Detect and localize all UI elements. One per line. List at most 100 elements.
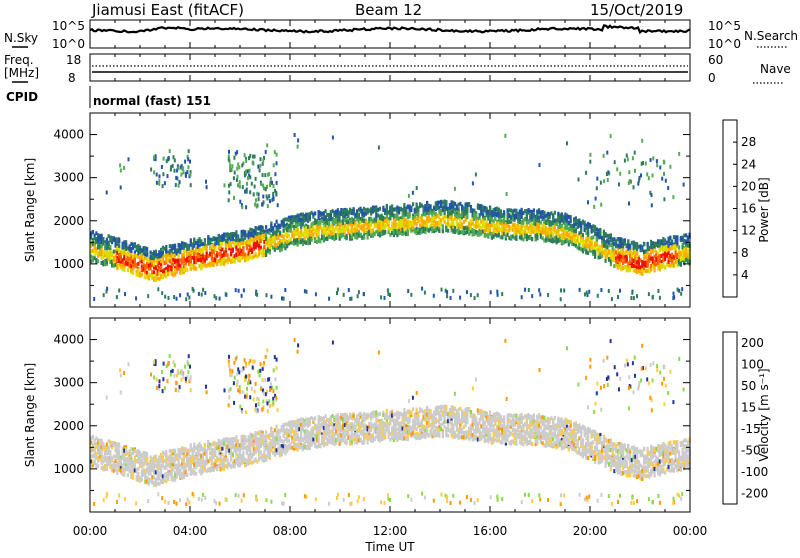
power-cell bbox=[228, 184, 230, 188]
power-cell bbox=[646, 172, 648, 176]
power-cell bbox=[343, 293, 345, 297]
power-cell bbox=[274, 172, 276, 176]
power-cell bbox=[636, 294, 638, 298]
power-cell bbox=[116, 295, 118, 299]
power-cell bbox=[603, 179, 605, 183]
power-cell bbox=[426, 223, 428, 227]
power-cell bbox=[192, 287, 194, 291]
power-cell bbox=[386, 204, 388, 208]
power-cell bbox=[195, 267, 197, 271]
power-cell bbox=[262, 173, 264, 177]
power-cell bbox=[162, 184, 164, 188]
power-cell bbox=[175, 176, 177, 180]
power-cell bbox=[92, 230, 94, 234]
power-cell bbox=[531, 237, 533, 241]
power-cell bbox=[236, 167, 238, 171]
power-cell bbox=[166, 159, 168, 163]
power-cell bbox=[363, 292, 365, 296]
power-cell bbox=[656, 159, 658, 163]
nsearch-label: N.Search bbox=[744, 29, 798, 43]
power-cell bbox=[477, 220, 479, 224]
freq-label-line2: [MHz] bbox=[4, 66, 39, 80]
power-cell bbox=[252, 161, 254, 165]
power-cell bbox=[266, 143, 268, 147]
power-cell bbox=[521, 295, 523, 299]
power-cell bbox=[472, 181, 474, 185]
power-cell bbox=[380, 295, 382, 299]
power-cell bbox=[618, 182, 620, 186]
power-cell bbox=[175, 183, 177, 187]
power-cell bbox=[264, 173, 266, 177]
power-cell bbox=[664, 266, 666, 270]
power-cell bbox=[161, 291, 163, 295]
power-cell bbox=[265, 187, 267, 191]
power-cell bbox=[153, 155, 155, 159]
power-cell bbox=[667, 186, 669, 190]
power-cell bbox=[246, 190, 248, 194]
power-cell bbox=[649, 191, 651, 195]
power-cell bbox=[190, 238, 192, 242]
power-cell bbox=[589, 153, 591, 157]
power-cell bbox=[187, 157, 189, 161]
power-cell bbox=[249, 190, 251, 194]
power-cell bbox=[678, 245, 680, 249]
power-cell bbox=[228, 157, 230, 161]
power-cell bbox=[579, 288, 581, 292]
power-cell bbox=[270, 177, 272, 181]
power-cell bbox=[503, 210, 505, 214]
power-cell bbox=[608, 289, 610, 293]
power-cell bbox=[665, 179, 667, 183]
power-cell bbox=[234, 171, 236, 175]
power-cell bbox=[183, 253, 185, 257]
power-cell bbox=[617, 295, 619, 299]
power-cell bbox=[221, 242, 223, 246]
power-cell bbox=[258, 197, 260, 201]
power-colorbar-label: Power [dB] bbox=[757, 177, 771, 242]
power-cell bbox=[410, 293, 412, 297]
power-cell bbox=[647, 242, 649, 246]
power-cell bbox=[661, 177, 663, 181]
power-cell bbox=[269, 183, 271, 187]
power-cell bbox=[645, 162, 647, 166]
power-cell bbox=[631, 291, 633, 295]
power-cell bbox=[238, 289, 240, 293]
noise-left-top-tick: 10^5 bbox=[52, 19, 85, 33]
power-cell bbox=[263, 186, 265, 190]
power-cell bbox=[547, 293, 549, 297]
power-cell bbox=[570, 219, 572, 223]
power-cell bbox=[466, 215, 468, 219]
power-cell bbox=[424, 291, 426, 295]
power-cell bbox=[254, 185, 256, 189]
power-cell bbox=[533, 208, 535, 212]
power-cell bbox=[162, 251, 164, 255]
power-cell bbox=[141, 273, 143, 277]
power-cell bbox=[97, 259, 99, 263]
power-cell bbox=[229, 166, 231, 170]
power-cell bbox=[173, 295, 175, 299]
power-cell bbox=[268, 172, 270, 176]
power-cell bbox=[123, 166, 125, 170]
power-cell bbox=[238, 165, 240, 169]
power-cell bbox=[606, 172, 608, 176]
power-cell bbox=[184, 160, 186, 164]
power-cell bbox=[157, 287, 159, 291]
power-cell bbox=[589, 160, 591, 164]
power-cell bbox=[446, 290, 448, 294]
power-cell bbox=[358, 213, 360, 217]
power-cell bbox=[663, 172, 665, 176]
power-cell bbox=[587, 230, 589, 234]
power-cell bbox=[408, 194, 410, 198]
power-cell bbox=[673, 292, 675, 296]
power-cell bbox=[214, 294, 216, 298]
power-cell bbox=[378, 146, 380, 150]
power-cell bbox=[288, 234, 290, 238]
power-cell bbox=[600, 288, 602, 292]
power-cell bbox=[444, 211, 446, 215]
power-cell bbox=[528, 288, 530, 292]
power-cell bbox=[459, 296, 461, 300]
power-cell bbox=[515, 236, 517, 240]
power-cell bbox=[249, 154, 251, 158]
power-cell bbox=[228, 190, 230, 194]
power-cell bbox=[190, 183, 192, 187]
power-cell bbox=[417, 208, 419, 212]
